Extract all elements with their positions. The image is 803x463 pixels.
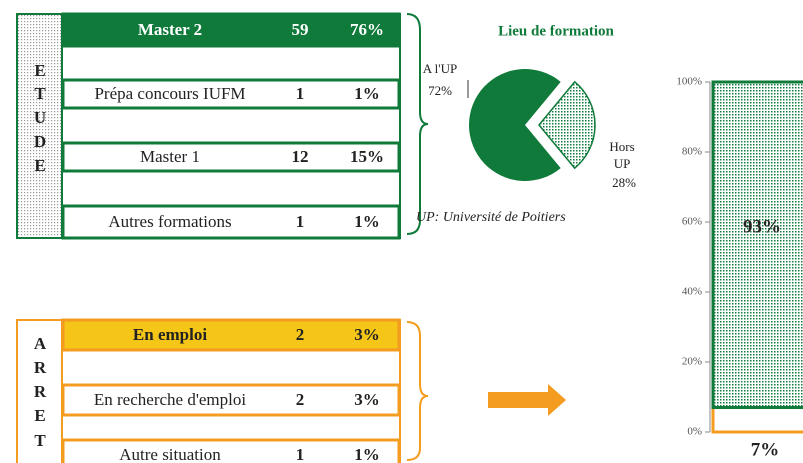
y-tick-label: 80% bbox=[682, 146, 702, 158]
row-label: Prépa concours IUFM bbox=[94, 84, 245, 103]
value-label: 7% bbox=[751, 439, 780, 460]
row-count: 1 bbox=[296, 212, 305, 231]
bar-segment bbox=[711, 406, 803, 434]
letter: T bbox=[34, 84, 46, 103]
row-label: Master 2 bbox=[138, 20, 202, 39]
y-tick-label: 20% bbox=[682, 356, 702, 368]
row-count: 59 bbox=[292, 20, 309, 39]
row-count: 1 bbox=[296, 84, 305, 103]
row-label: Autre situation bbox=[119, 445, 221, 463]
row-percent: 76% bbox=[350, 20, 384, 39]
letter: E bbox=[34, 156, 45, 175]
brace bbox=[406, 321, 429, 461]
row-label: Master 1 bbox=[140, 147, 200, 166]
row-count: 2 bbox=[296, 325, 305, 344]
header-row bbox=[61, 318, 401, 352]
header-row bbox=[61, 12, 401, 48]
row-label: En recherche d'emploi bbox=[94, 390, 246, 409]
brace bbox=[406, 13, 429, 235]
arrow bbox=[488, 384, 566, 416]
row-percent: 1% bbox=[354, 445, 380, 463]
letter: R bbox=[34, 358, 47, 377]
chart-title: Lieu de formation bbox=[498, 23, 614, 39]
row-box bbox=[61, 204, 401, 240]
letter: D bbox=[34, 132, 46, 151]
row-percent: 3% bbox=[354, 390, 380, 409]
y-tick-label: 100% bbox=[676, 76, 702, 88]
bar-segment bbox=[711, 80, 803, 409]
pie-value-label: 28% bbox=[612, 175, 636, 190]
letter-strip bbox=[18, 15, 62, 237]
letter: T bbox=[34, 431, 46, 450]
row-box bbox=[61, 438, 401, 463]
row-percent: 15% bbox=[350, 147, 384, 166]
row-count: 2 bbox=[296, 390, 305, 409]
pie-value-label: 72% bbox=[428, 83, 452, 98]
letter: A bbox=[34, 334, 47, 353]
letter: R bbox=[34, 382, 47, 401]
row-box bbox=[61, 383, 401, 417]
letter: U bbox=[34, 108, 46, 127]
row-box bbox=[61, 141, 401, 173]
pie-slice bbox=[469, 69, 561, 181]
y-tick-label: 0% bbox=[687, 426, 702, 438]
pie-label: A l'UP bbox=[423, 61, 458, 76]
row-box bbox=[61, 78, 401, 110]
row-count: 12 bbox=[292, 147, 309, 166]
row-label: Autres formations bbox=[108, 212, 231, 231]
pie-label: Hors UP bbox=[609, 139, 634, 171]
row-label: En emploi bbox=[133, 325, 207, 344]
y-tick-label: 40% bbox=[682, 286, 702, 298]
table-frame bbox=[16, 13, 401, 239]
note: UP: Université de Poitiers bbox=[416, 210, 566, 225]
y-tick-label: 60% bbox=[682, 216, 702, 228]
letter: E bbox=[34, 61, 45, 80]
value-label: 93% bbox=[743, 216, 781, 237]
letter-strip bbox=[18, 321, 62, 463]
row-percent: 1% bbox=[354, 212, 380, 231]
row-percent: 1% bbox=[354, 84, 380, 103]
pie-slice bbox=[538, 80, 596, 170]
letter: E bbox=[34, 406, 45, 425]
row-percent: 3% bbox=[354, 325, 380, 344]
row-count: 1 bbox=[296, 445, 305, 463]
